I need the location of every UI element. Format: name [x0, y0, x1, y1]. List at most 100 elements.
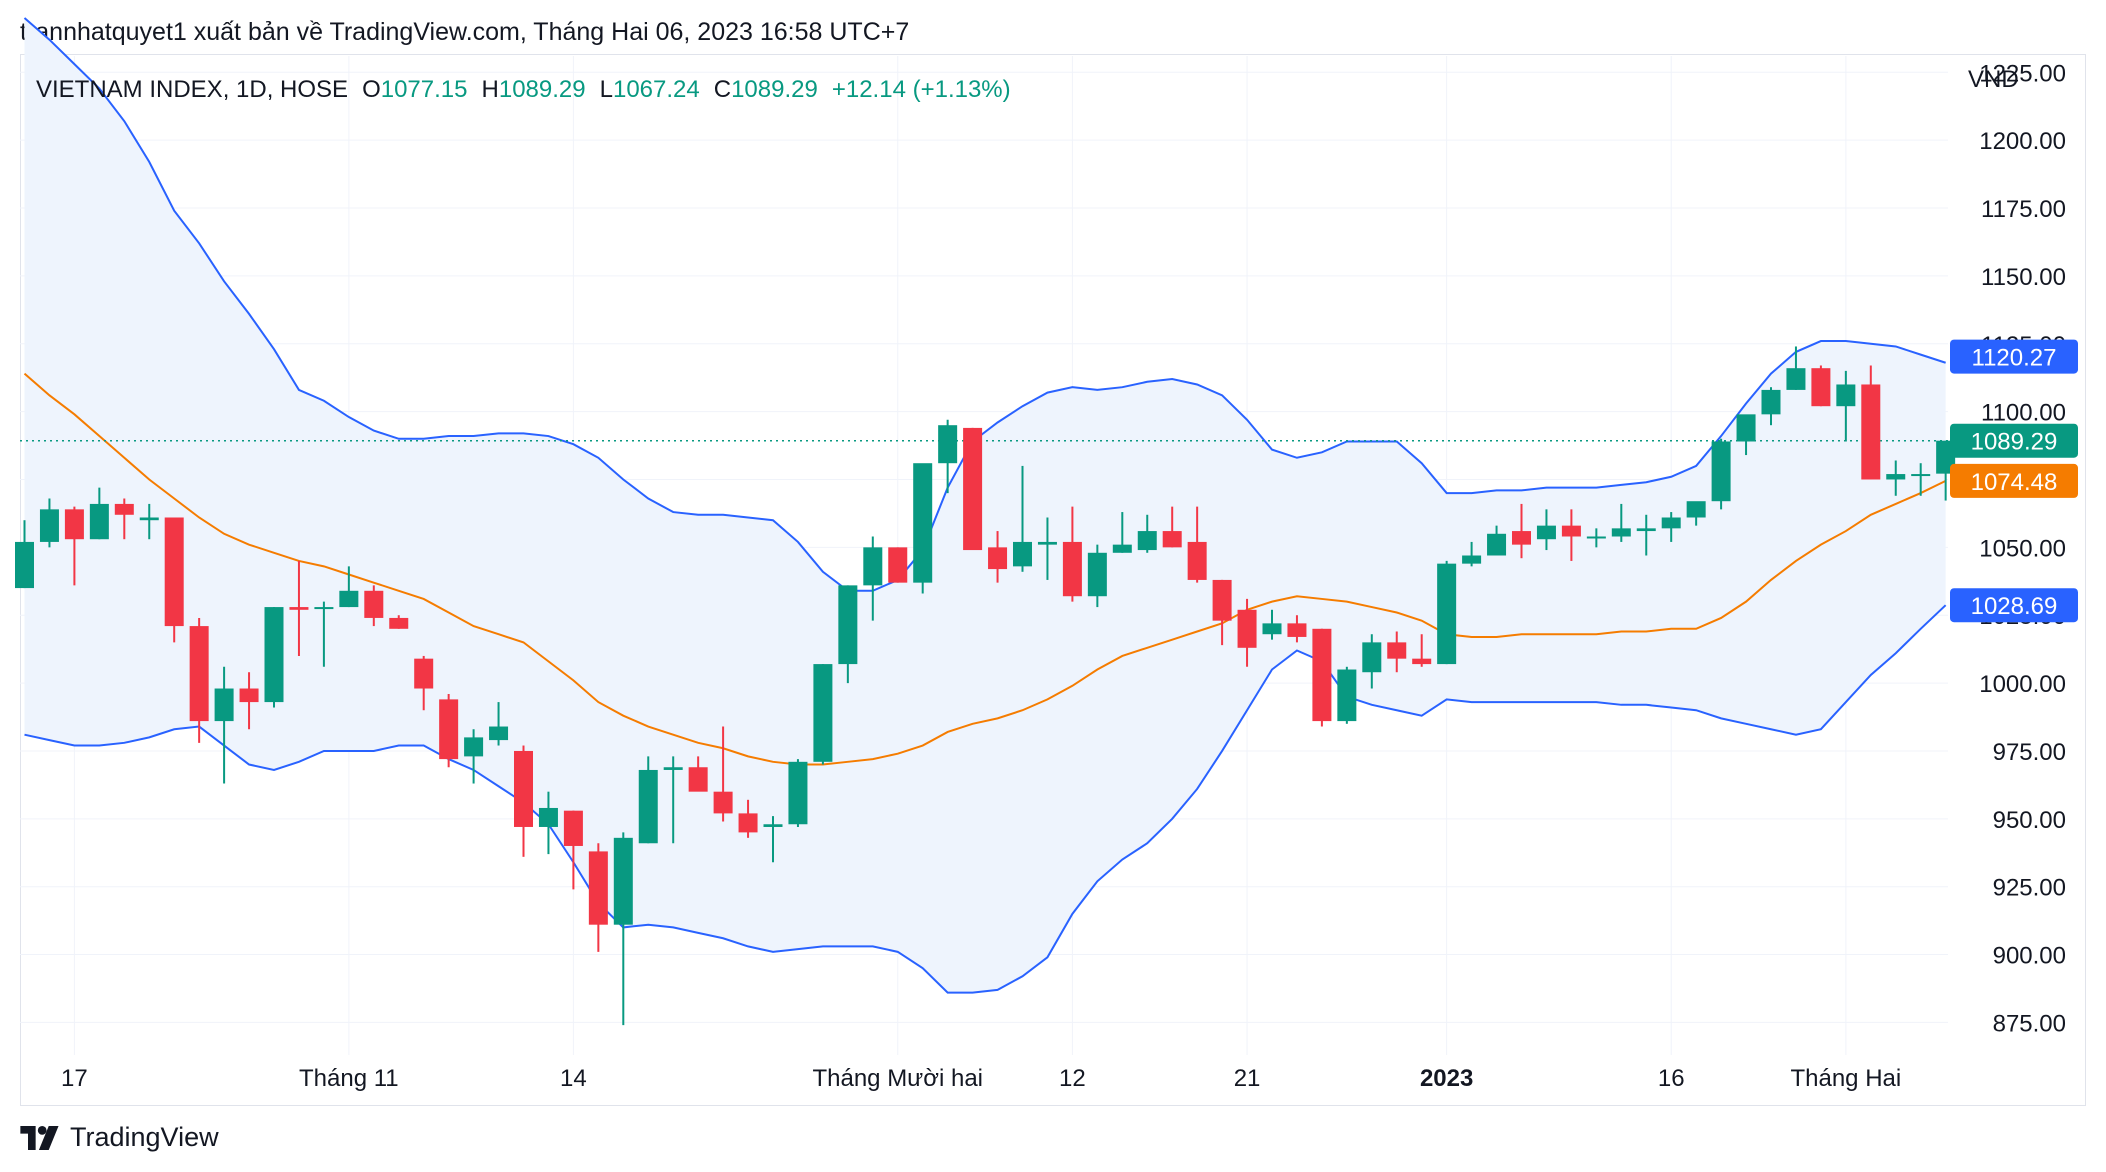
candle: [1636, 514, 1656, 556]
candle: [1212, 579, 1232, 646]
candle: [1162, 506, 1182, 548]
y-tick-label: 1150.00: [1981, 264, 2066, 291]
bollinger-upper-line: [23, 17, 1946, 592]
y-tick-label: 1050.00: [1979, 535, 2066, 562]
candle: [1536, 509, 1556, 551]
price-label-box: [1950, 588, 2078, 623]
candle-body: [289, 607, 309, 610]
candle-body: [913, 463, 933, 583]
candle: [1487, 525, 1507, 556]
candle: [688, 756, 708, 792]
candle-body: [1736, 414, 1756, 442]
y-tick-label: 1100.00: [1981, 400, 2066, 427]
candle: [1462, 541, 1482, 567]
candle-body: [64, 509, 84, 540]
bollinger-fill: [24, 17, 1946, 993]
y-tick-label: 1175.00: [1981, 196, 2066, 223]
candle-body: [613, 837, 633, 925]
candle-body: [1362, 642, 1382, 673]
footer-brand[interactable]: TradingView: [20, 1122, 219, 1153]
x-tick-label: Tháng Mười hai: [812, 1065, 983, 1092]
symbol-label: VIETNAM INDEX, 1D, HOSE: [36, 76, 349, 103]
candle-body: [264, 607, 284, 703]
candle: [464, 729, 484, 784]
candle: [713, 726, 733, 822]
candle-body: [1561, 525, 1581, 537]
candle-body: [1087, 552, 1107, 597]
candle: [1786, 346, 1806, 390]
candle-body: [1661, 517, 1681, 529]
candle: [1886, 460, 1906, 496]
candle: [1911, 463, 1931, 496]
candle-body: [1811, 368, 1831, 407]
candle-body: [763, 824, 783, 827]
candle: [1387, 631, 1407, 673]
x-tick-label: Tháng Hai: [1790, 1065, 1901, 1092]
candle: [1836, 370, 1856, 442]
price-labels: 1120.27 1089.29 1074.48 1028.69: [1950, 339, 2078, 623]
candle: [1312, 628, 1332, 727]
candle-body: [638, 769, 658, 844]
open-key: O: [362, 76, 381, 103]
candle-body: [838, 585, 858, 665]
price-axis: 875.00900.00925.00950.00975.001000.00102…: [1979, 60, 2066, 1037]
footer-brand-text: TradingView: [70, 1122, 219, 1152]
price-label-box: [1950, 339, 2078, 374]
candle-body: [988, 547, 1008, 570]
candle: [638, 756, 658, 844]
candle-body: [114, 503, 134, 515]
bollinger-lower-line: [24, 604, 1947, 994]
price-label: 1120.27: [1950, 339, 2078, 374]
candle-body: [1162, 531, 1182, 548]
candle: [988, 531, 1008, 583]
y-tick-label: 1200.00: [1979, 128, 2066, 155]
x-tick-label: 21: [1234, 1065, 1261, 1092]
candle-body: [863, 547, 883, 586]
candle-body: [489, 726, 509, 741]
candle: [1761, 387, 1781, 426]
candle-body: [39, 509, 59, 542]
change-value: +12.14 (+1.13%): [831, 76, 1011, 103]
candle-body: [464, 737, 484, 757]
candle: [1412, 634, 1432, 667]
candle: [264, 607, 284, 708]
candle: [1237, 598, 1257, 667]
candle-body: [1786, 368, 1806, 390]
candle-body: [1462, 555, 1482, 564]
currency-unit: VND: [1968, 66, 2019, 93]
candle-body: [1836, 384, 1856, 407]
y-tick-label: 975.00: [1993, 739, 2066, 766]
candle: [1137, 514, 1157, 553]
bollinger-bands: [23, 17, 1947, 994]
candle-body: [938, 425, 958, 464]
candle-body: [1886, 474, 1906, 480]
open-value: 1077.15: [380, 76, 468, 103]
candle-body: [15, 541, 34, 589]
candle: [588, 843, 608, 952]
candle: [189, 617, 209, 743]
candle-body: [1013, 541, 1032, 567]
candle-body: [1387, 642, 1407, 659]
candle: [1561, 509, 1581, 561]
candle: [414, 655, 434, 711]
price-label: 1089.29: [1950, 423, 2078, 458]
price-label-text: 1089.29: [1971, 429, 2058, 456]
candle: [963, 427, 983, 551]
price-label-box: [1950, 423, 2078, 458]
candle-body: [364, 590, 384, 618]
candles: [15, 346, 1956, 1026]
candle-body: [963, 427, 983, 551]
candle-body: [1237, 609, 1257, 648]
candle: [563, 810, 583, 890]
candle-body: [389, 617, 409, 629]
candle: [114, 498, 134, 540]
candle: [1711, 438, 1731, 510]
candle: [1586, 528, 1606, 548]
ohlc-legend: VIETNAM INDEX, 1D, HOSE O1077.15 H1089.29 L…: [36, 76, 1011, 104]
candle: [1437, 560, 1457, 665]
y-tick-label: 1225.00: [1979, 60, 2066, 87]
y-tick-label: 925.00: [1993, 875, 2066, 902]
low-value: 1067.24: [612, 76, 700, 103]
candle-body: [738, 813, 758, 833]
